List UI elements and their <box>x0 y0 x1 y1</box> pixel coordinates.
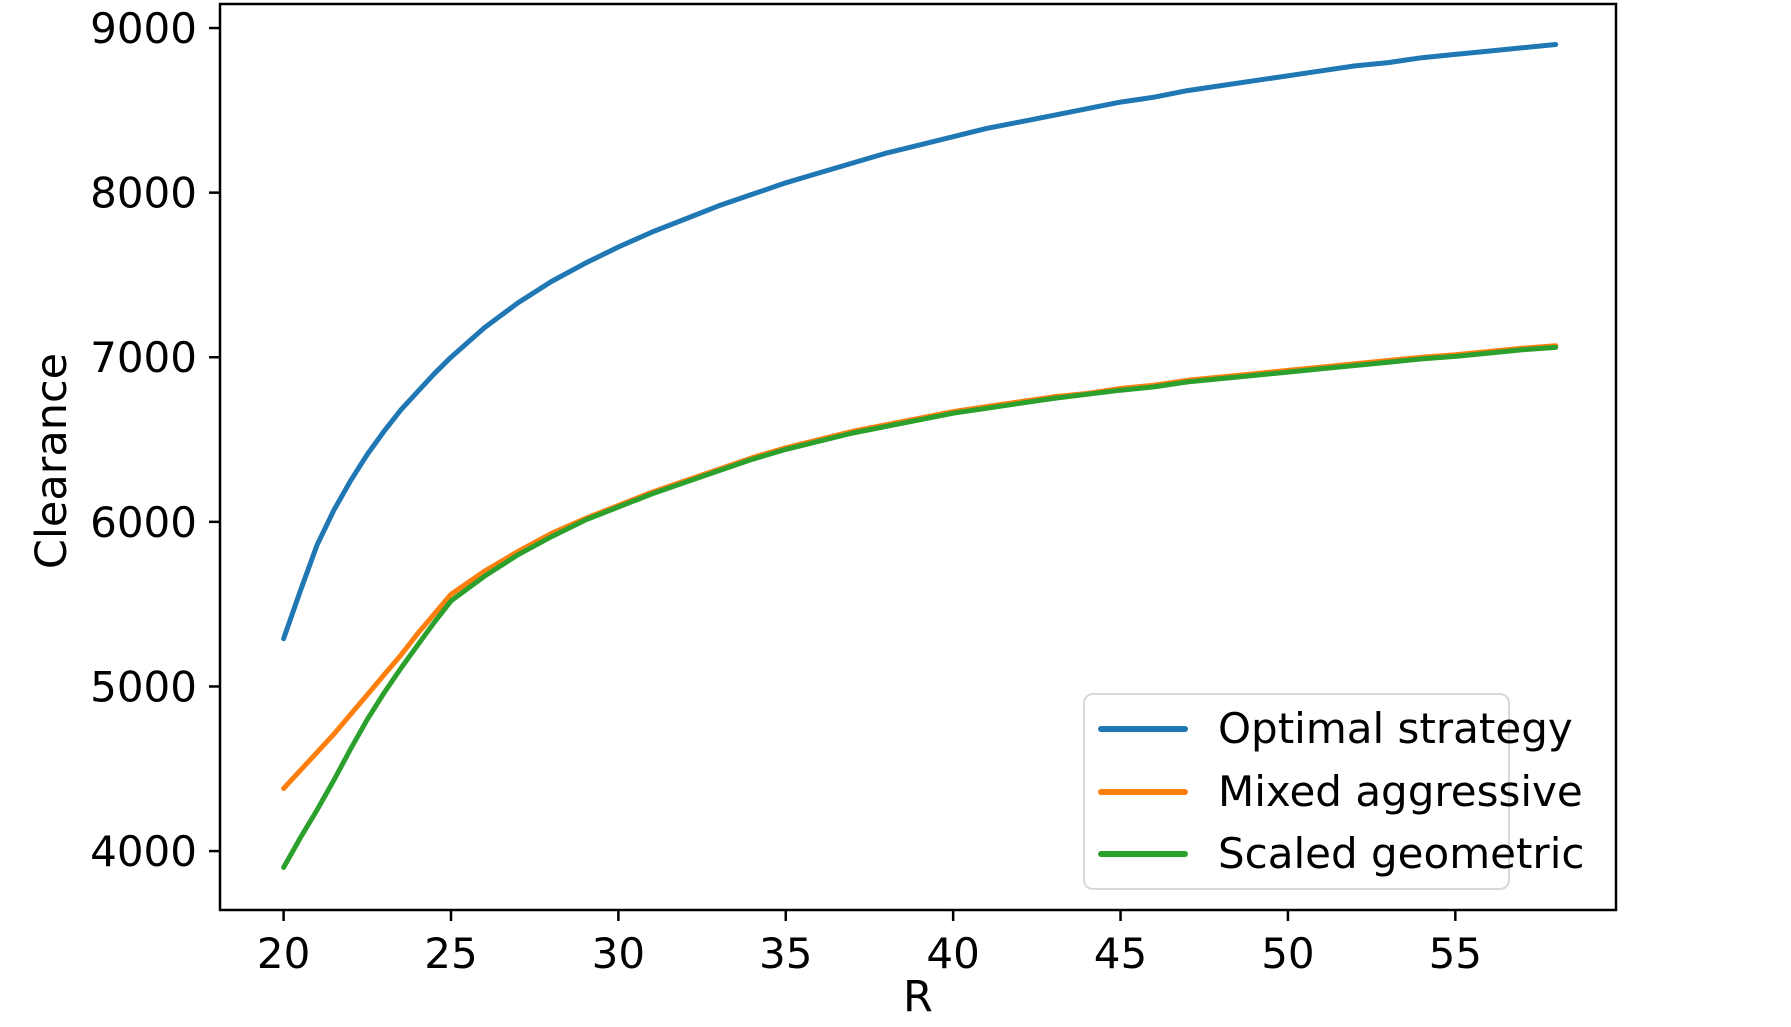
y-tick-label: 7000 <box>90 333 197 382</box>
legend: Optimal strategy Mixed aggressive Scaled… <box>1083 693 1584 890</box>
legend-label: Scaled geometric <box>1218 828 1585 878</box>
x-tick-label: 45 <box>1094 929 1147 978</box>
legend-entry-optimal-strategy: Optimal strategy <box>1098 701 1573 757</box>
y-axis-label: Clearance <box>27 352 77 570</box>
legend-label: Optimal strategy <box>1218 704 1573 754</box>
axes-spines <box>218 2 1618 912</box>
legend-label: Mixed aggressive <box>1218 766 1583 816</box>
x-tick-label: 30 <box>592 929 645 978</box>
y-tick-label: 6000 <box>90 498 197 547</box>
x-tick-label: 35 <box>759 929 812 978</box>
x-tick-label: 55 <box>1429 929 1482 978</box>
x-tick-label: 40 <box>926 929 979 978</box>
x-tick-label: 25 <box>424 929 477 978</box>
y-tick-label: 9000 <box>90 4 197 53</box>
series-line-scaled-geometric <box>281 344 1559 870</box>
y-tick-label: 8000 <box>90 169 197 218</box>
y-tick-label: 4000 <box>90 827 197 876</box>
x-tick-label: 50 <box>1261 929 1314 978</box>
legend-swatch-icon <box>1098 850 1188 857</box>
legend-swatch-icon <box>1098 788 1188 795</box>
x-axis-label: R <box>903 972 933 1022</box>
legend-entry-mixed-aggressive: Mixed aggressive <box>1098 764 1583 820</box>
legend-entry-scaled-geometric: Scaled geometric <box>1098 826 1584 882</box>
x-tick-label: 20 <box>257 929 310 978</box>
y-tick-label: 5000 <box>90 662 197 711</box>
legend-swatch-icon <box>1098 726 1188 733</box>
series-line-optimal-strategy <box>281 42 1559 642</box>
